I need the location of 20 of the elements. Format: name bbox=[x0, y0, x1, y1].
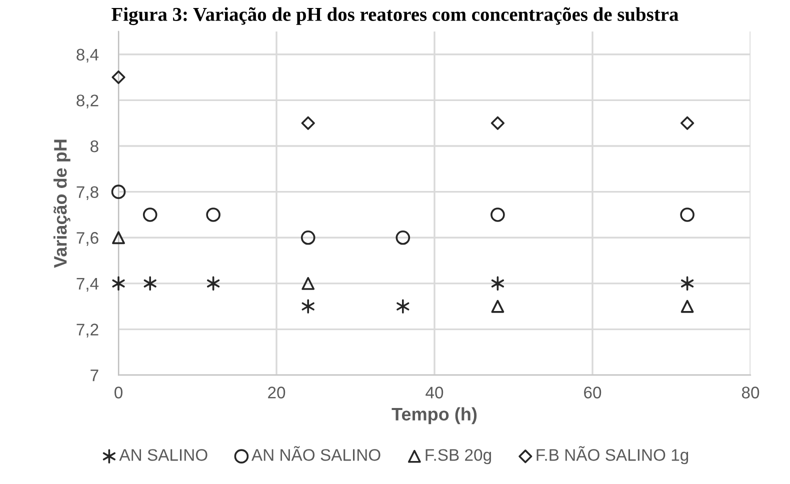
legend-label: AN SALINO bbox=[119, 449, 208, 461]
legend-label: F.B NÃO SALINO 1g bbox=[536, 446, 688, 464]
x-tick-label: 60 bbox=[584, 386, 602, 398]
x-tick-label: 40 bbox=[426, 386, 444, 398]
y-tick-label: 7,2 bbox=[76, 324, 98, 338]
y-tick-label: 8,4 bbox=[76, 48, 99, 63]
y-tick-label: 7,4 bbox=[76, 278, 99, 292]
y-tick-label: 7,8 bbox=[76, 186, 98, 200]
y-tick-label: 8,2 bbox=[76, 94, 98, 108]
x-tick-label: 0 bbox=[114, 386, 122, 398]
legend-label: F.SB 20g bbox=[426, 449, 491, 464]
x-axis-title: Tempo (h) bbox=[392, 407, 477, 424]
y-axis-title: Variação de pH bbox=[54, 140, 70, 268]
y-tick-label: 7,6 bbox=[76, 232, 98, 246]
chart-title: Figura 3: Variação de pH dos reatores com concentrações de substra bbox=[112, 7, 678, 26]
legend-label: AN NÃO SALINO bbox=[251, 446, 380, 461]
y-tick-label: 7 bbox=[90, 370, 98, 382]
y-tick-label: 8 bbox=[90, 140, 98, 152]
x-tick-label: 20 bbox=[268, 386, 286, 398]
x-tick-label: 80 bbox=[742, 386, 760, 398]
